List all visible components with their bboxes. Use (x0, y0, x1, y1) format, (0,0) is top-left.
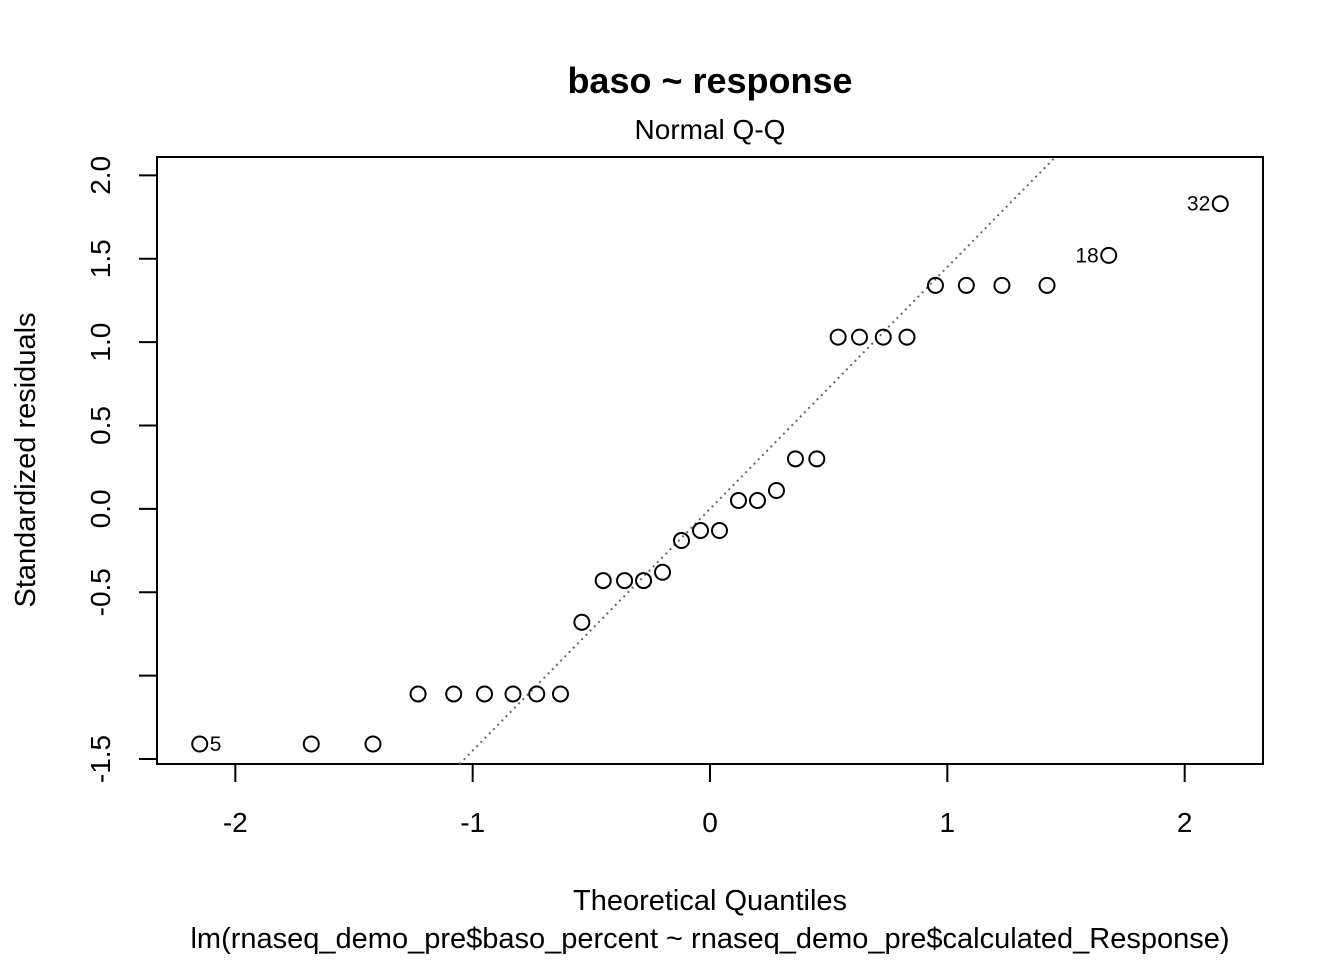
x-tick-label: 1 (940, 807, 956, 838)
x-tick-label: -1 (460, 807, 485, 838)
data-point (898, 328, 916, 346)
x-axis: -2 -1 0 1 2 (223, 763, 1193, 838)
data-point (1038, 276, 1056, 294)
qq-reference-line (458, 156, 1057, 765)
data-point (191, 735, 209, 753)
data-point (786, 450, 804, 468)
y-tick-label: -1.5 (85, 735, 116, 783)
point-label: 18 (1075, 244, 1098, 267)
data-point (302, 735, 320, 753)
data-point (573, 613, 591, 631)
reference-line-group (458, 156, 1057, 765)
data-point (729, 492, 747, 510)
data-point (504, 685, 522, 703)
x-tick-label: 0 (702, 807, 718, 838)
points-group (191, 195, 1229, 753)
x-tick-label: -2 (223, 807, 248, 838)
data-point (528, 685, 546, 703)
data-point (1100, 246, 1118, 264)
data-point (616, 572, 634, 590)
y-tick-label: -0.5 (85, 568, 116, 616)
y-tick-label: 1.5 (85, 239, 116, 278)
y-tick-label: 0.0 (85, 489, 116, 528)
data-point (692, 522, 710, 540)
point-label: 32 (1187, 193, 1210, 216)
data-point (874, 328, 892, 346)
data-point (957, 276, 975, 294)
data-point (594, 572, 612, 590)
data-point (808, 450, 826, 468)
x-axis-subtitle: lm(rnaseq_demo_pre$baso_percent ~ rnaseq… (190, 923, 1229, 955)
data-point (654, 563, 672, 581)
chart-title: baso ~ response (567, 60, 852, 101)
data-point (710, 522, 728, 540)
data-point (635, 572, 653, 590)
data-point (1211, 195, 1229, 213)
data-point (767, 482, 785, 500)
chart-subtitle: Normal Q-Q (635, 114, 786, 145)
y-tick-label: 2.0 (85, 156, 116, 195)
point-labels-group: 5 18 32 (210, 193, 1211, 756)
data-point (851, 328, 869, 346)
data-point (748, 492, 766, 510)
x-axis-title: Theoretical Quantiles (573, 885, 847, 917)
y-tick-label: 1.0 (85, 323, 116, 362)
y-axis: -1.5 -0.5 0.0 0.5 1.0 1.5 2.0 (85, 156, 158, 783)
data-point (445, 685, 463, 703)
data-point (409, 685, 427, 703)
x-tick-label: 2 (1177, 807, 1193, 838)
data-point (364, 735, 382, 753)
y-tick-label: 0.5 (85, 406, 116, 445)
point-label: 5 (210, 733, 222, 756)
data-point (551, 685, 569, 703)
y-axis-title: Standardized residuals (10, 312, 42, 607)
data-point (829, 328, 847, 346)
data-point (993, 276, 1011, 294)
data-point (476, 685, 494, 703)
data-point (926, 276, 944, 294)
data-point (673, 532, 691, 550)
